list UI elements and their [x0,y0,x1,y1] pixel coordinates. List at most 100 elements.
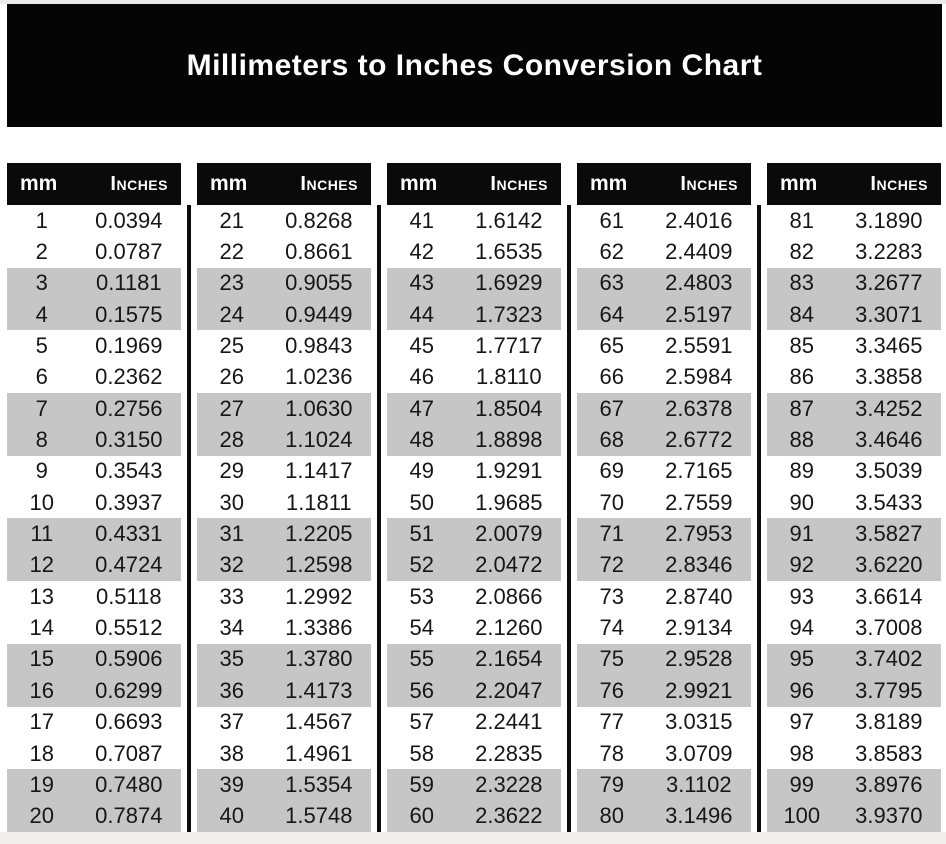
inches-value: 1.0236 [285,364,353,390]
mm-value: 32 [219,552,245,578]
inches-value: 0.1575 [95,301,163,327]
mm-value: 49 [409,458,435,484]
inches-value: 3.8583 [855,740,923,766]
inches-column-header: Inches [300,172,358,195]
column-divider [187,205,191,832]
table-row: 18 0.7087 [7,737,181,770]
mm-value: 48 [409,427,435,453]
table-row: 16 0.6299 [7,675,181,707]
table-row: 78 3.0709 [577,737,751,770]
inches-value: 3.5039 [855,458,923,484]
table-row: 61 2.4016 [577,205,751,237]
table-row: 68 2.6772 [577,424,751,456]
table-row: 41 1.6142 [387,205,561,237]
mm-value: 35 [219,646,245,672]
mm-value: 100 [783,803,821,829]
inches-value: 3.1496 [665,803,733,829]
inches-value: 1.7323 [475,301,543,327]
inches-value: 1.5748 [285,803,353,829]
mm-value: 42 [409,239,435,265]
inches-value: 3.1102 [665,771,732,797]
inches-value: 1.2205 [285,521,353,547]
table-row: 26 1.0236 [197,361,371,394]
mm-value: 60 [409,803,435,829]
mm-column-header: mm [210,172,248,195]
mm-value: 45 [409,333,435,359]
column-divider [567,205,571,832]
mm-value: 43 [409,270,435,296]
mm-value: 40 [219,803,245,829]
mm-value: 96 [789,677,815,703]
inches-value: 0.5512 [95,615,163,641]
mm-value: 88 [789,427,815,453]
mm-value: 38 [219,740,245,766]
mm-value: 11 [30,521,54,547]
mm-value: 10 [29,489,55,515]
group-header: mm Inches [7,163,181,205]
mm-column-header: mm [780,172,818,195]
inches-value: 2.6772 [665,427,733,453]
inches-value: 0.7087 [95,740,163,766]
mm-value: 70 [599,489,625,515]
table-row: 87 3.4252 [767,393,941,425]
table-row: 50 1.9685 [387,487,561,519]
column-group-4: mm Inches 61 2.4016 62 2.4409 63 2.4803 64 2.5197… [577,163,751,832]
table-row: 22 0.8661 [197,236,371,268]
inches-value: 3.7402 [855,646,923,672]
inches-column-header: Inches [680,172,738,195]
inches-value: 2.9134 [665,615,733,641]
table-row: 14 0.5512 [7,612,181,644]
table-row: 75 2.9528 [577,643,751,676]
table-row: 20 0.7874 [7,800,181,832]
mm-value: 57 [409,709,435,735]
mm-value: 4 [35,301,48,327]
inches-value: 0.9055 [285,270,353,296]
table-row: 59 2.3228 [387,769,561,801]
table-row: 74 2.9134 [577,612,751,644]
mm-value: 5 [35,333,48,359]
inches-value: 2.8740 [665,583,733,609]
inches-value: 1.8110 [475,364,542,390]
table-row: 66 2.5984 [577,361,751,394]
mm-value: 19 [29,771,55,797]
mm-value: 72 [599,552,625,578]
table-row: 40 1.5748 [197,800,371,832]
table-row: 7 0.2756 [7,393,181,425]
table-row: 52 2.0472 [387,549,561,582]
mm-value: 98 [789,740,815,766]
mm-value: 97 [789,709,815,735]
group-header: mm Inches [197,163,371,205]
mm-value: 86 [789,364,815,390]
group-header: mm Inches [577,163,751,205]
table-row: 1 0.0394 [7,205,181,237]
mm-value: 12 [29,552,55,578]
inches-value: 2.5197 [665,301,733,327]
inches-value: 1.1811 [285,489,352,515]
table-row: 93 3.6614 [767,581,941,613]
inches-value: 1.7717 [475,333,543,359]
inches-value: 1.6535 [475,239,543,265]
inches-value: 3.5827 [855,521,923,547]
inches-value: 2.0472 [475,552,543,578]
table-row: 45 1.7717 [387,330,561,362]
inches-value: 3.9370 [855,803,923,829]
table-row: 23 0.9055 [197,267,371,300]
mm-value: 6 [35,364,48,390]
inches-value: 3.3858 [855,364,923,390]
mm-value: 95 [789,646,815,672]
mm-value: 53 [409,583,435,609]
mm-value: 62 [599,239,625,265]
table-row: 83 3.2677 [767,267,941,300]
mm-value: 34 [219,615,245,641]
table-row: 36 1.4173 [197,675,371,707]
table-row: 24 0.9449 [197,299,371,331]
mm-value: 80 [599,803,625,829]
inches-value: 2.2047 [475,677,543,703]
mm-value: 7 [35,395,48,421]
inches-value: 2.5984 [665,364,733,390]
table-row: 5 0.1969 [7,330,181,362]
inches-value: 2.0079 [475,521,543,547]
table-row: 29 1.1417 [197,455,371,488]
column-divider [377,205,381,832]
